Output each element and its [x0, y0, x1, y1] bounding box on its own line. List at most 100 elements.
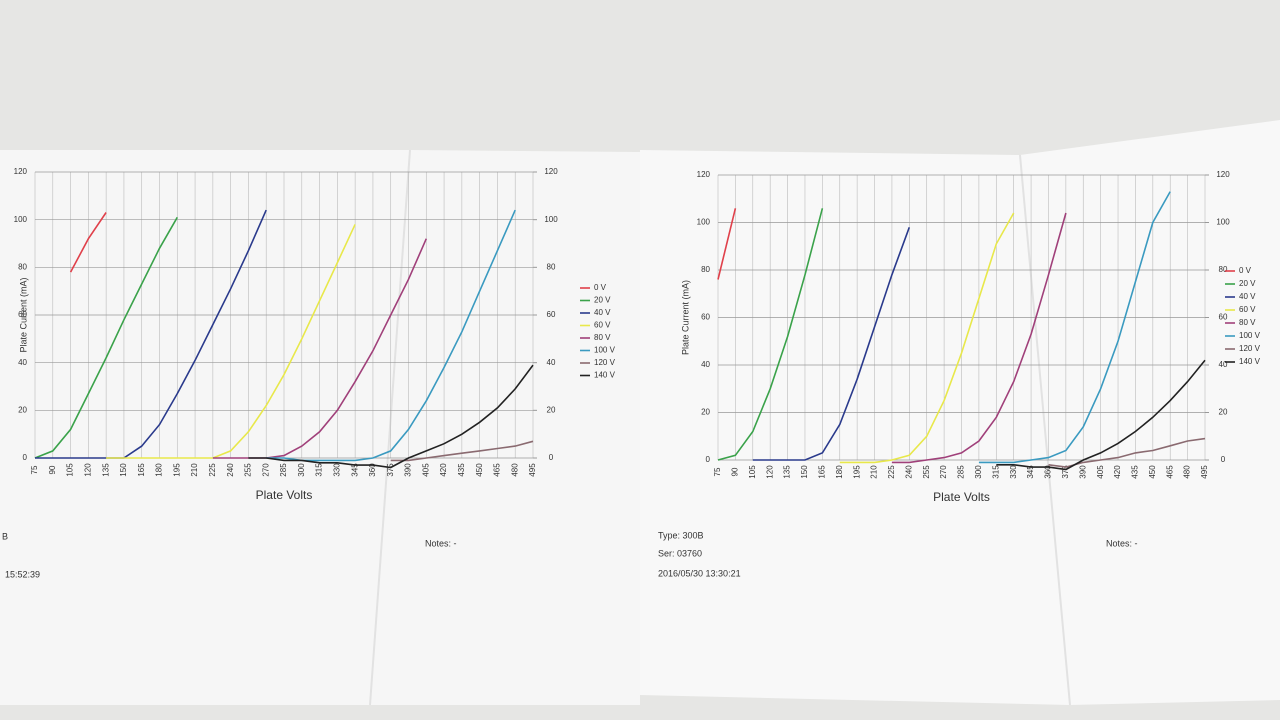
y2-tick-label: 100: [1216, 218, 1230, 227]
x-tick-label: 315: [315, 463, 324, 477]
x-tick-label: 225: [887, 465, 896, 479]
x-tick-label: 210: [190, 463, 199, 477]
series-line: [69, 212, 107, 273]
y-tick-label: 0: [23, 453, 28, 462]
x-tick-label: 150: [800, 465, 809, 479]
legend-label: 100 V: [594, 346, 616, 355]
y-axis-label: Plate Current (mA): [680, 280, 690, 355]
x-tick-label: 375: [386, 463, 395, 477]
y-tick-label: 100: [14, 215, 28, 224]
x-tick-label: 330: [1009, 465, 1018, 479]
y2-tick-label: 80: [547, 262, 556, 271]
x-axis-label: Plate Volts: [256, 488, 313, 502]
legend-label: 40 V: [594, 308, 611, 317]
x-tick-label: 390: [1078, 465, 1087, 479]
series-line: [839, 212, 1015, 464]
x-tick-label: 435: [1131, 465, 1140, 479]
y-tick-label: 80: [701, 265, 710, 274]
y-tick-label: 100: [697, 218, 711, 227]
x-tick-label: 270: [939, 465, 948, 479]
fold: [1019, 154, 1071, 706]
x-tick-label: 75: [30, 465, 39, 474]
y-tick-label: 40: [18, 358, 27, 367]
x-tick-label: 120: [765, 465, 774, 479]
y2-tick-label: 40: [547, 358, 556, 367]
fold: [369, 149, 411, 706]
x-tick-label: 375: [1061, 465, 1070, 479]
x-tick-label: 255: [922, 465, 931, 479]
x-tick-label: 300: [974, 465, 983, 479]
x-tick-label: 105: [748, 465, 757, 479]
annotation: Ser: 03760: [658, 548, 702, 558]
x-tick-label: 90: [48, 465, 57, 474]
series-line: [248, 364, 534, 469]
annotation: Type: 300B: [658, 530, 704, 540]
x-tick-label: 345: [350, 463, 359, 477]
x-tick-label: 450: [1148, 465, 1157, 479]
x-tick-label: 495: [1200, 465, 1209, 479]
y2-tick-label: 120: [544, 167, 558, 176]
y-tick-label: 0: [706, 455, 711, 464]
x-tick-label: 405: [421, 463, 430, 477]
y2-tick-label: 20: [1219, 408, 1228, 417]
x-tick-label: 135: [783, 465, 792, 479]
legend-label: 40 V: [1239, 292, 1256, 301]
x-tick-label: 90: [731, 467, 740, 476]
x-tick-label: 75: [713, 467, 722, 476]
x-tick-label: 465: [493, 463, 502, 477]
x-tick-label: 390: [404, 463, 413, 477]
y2-tick-label: 0: [1221, 455, 1226, 464]
series-line: [996, 359, 1206, 471]
x-tick-label: 405: [1096, 465, 1105, 479]
series-line: [390, 440, 534, 462]
y-tick-label: 120: [14, 167, 28, 176]
y2-tick-label: 20: [547, 405, 556, 414]
annotation: B: [2, 531, 8, 541]
x-tick-label: 330: [332, 463, 341, 477]
x-tick-label: 435: [457, 463, 466, 477]
y-tick-label: 60: [701, 313, 710, 322]
x-tick-label: 465: [1165, 465, 1174, 479]
x-tick-label: 210: [870, 465, 879, 479]
legend-label: 80 V: [594, 333, 611, 342]
series-line: [717, 208, 737, 280]
legend-label: 20 V: [1239, 279, 1256, 288]
series-line: [106, 224, 356, 459]
y-tick-label: 120: [697, 170, 711, 179]
legend-label: 120 V: [1239, 344, 1261, 353]
x-tick-label: 360: [1044, 465, 1053, 479]
series-line: [978, 191, 1171, 464]
y-tick-label: 60: [18, 310, 27, 319]
y-tick-label: 80: [18, 262, 27, 271]
x-tick-label: 480: [510, 463, 519, 477]
y-axis-label: Plate Current (mA): [18, 277, 28, 352]
legend-label: 140 V: [1239, 357, 1261, 366]
x-tick-label: 345: [1026, 465, 1035, 479]
series-line: [752, 227, 911, 461]
x-tick-label: 255: [244, 463, 253, 477]
x-tick-label: 180: [835, 465, 844, 479]
x-tick-label: 240: [226, 463, 235, 477]
x-tick-label: 165: [817, 465, 826, 479]
legend-label: 0 V: [1239, 266, 1252, 275]
legend-label: 100 V: [1239, 331, 1261, 340]
x-tick-label: 270: [261, 463, 270, 477]
x-tick-label: 420: [439, 463, 448, 477]
legend-label: 60 V: [1239, 305, 1256, 314]
annotation: Notes: -: [425, 538, 457, 548]
x-tick-label: 420: [1113, 465, 1122, 479]
x-tick-label: 360: [368, 463, 377, 477]
x-tick-label: 180: [155, 463, 164, 477]
annotation: 15:52:39: [5, 569, 40, 579]
x-tick-label: 480: [1183, 465, 1192, 479]
y2-tick-label: 100: [544, 215, 558, 224]
x-tick-label: 135: [101, 463, 110, 477]
legend-label: 20 V: [594, 296, 611, 305]
x-tick-label: 165: [137, 463, 146, 477]
y-tick-label: 40: [701, 360, 710, 369]
series-line: [34, 216, 178, 459]
series-line: [717, 208, 824, 461]
legend-label: 120 V: [594, 358, 616, 367]
annotation: Notes: -: [1106, 538, 1138, 548]
